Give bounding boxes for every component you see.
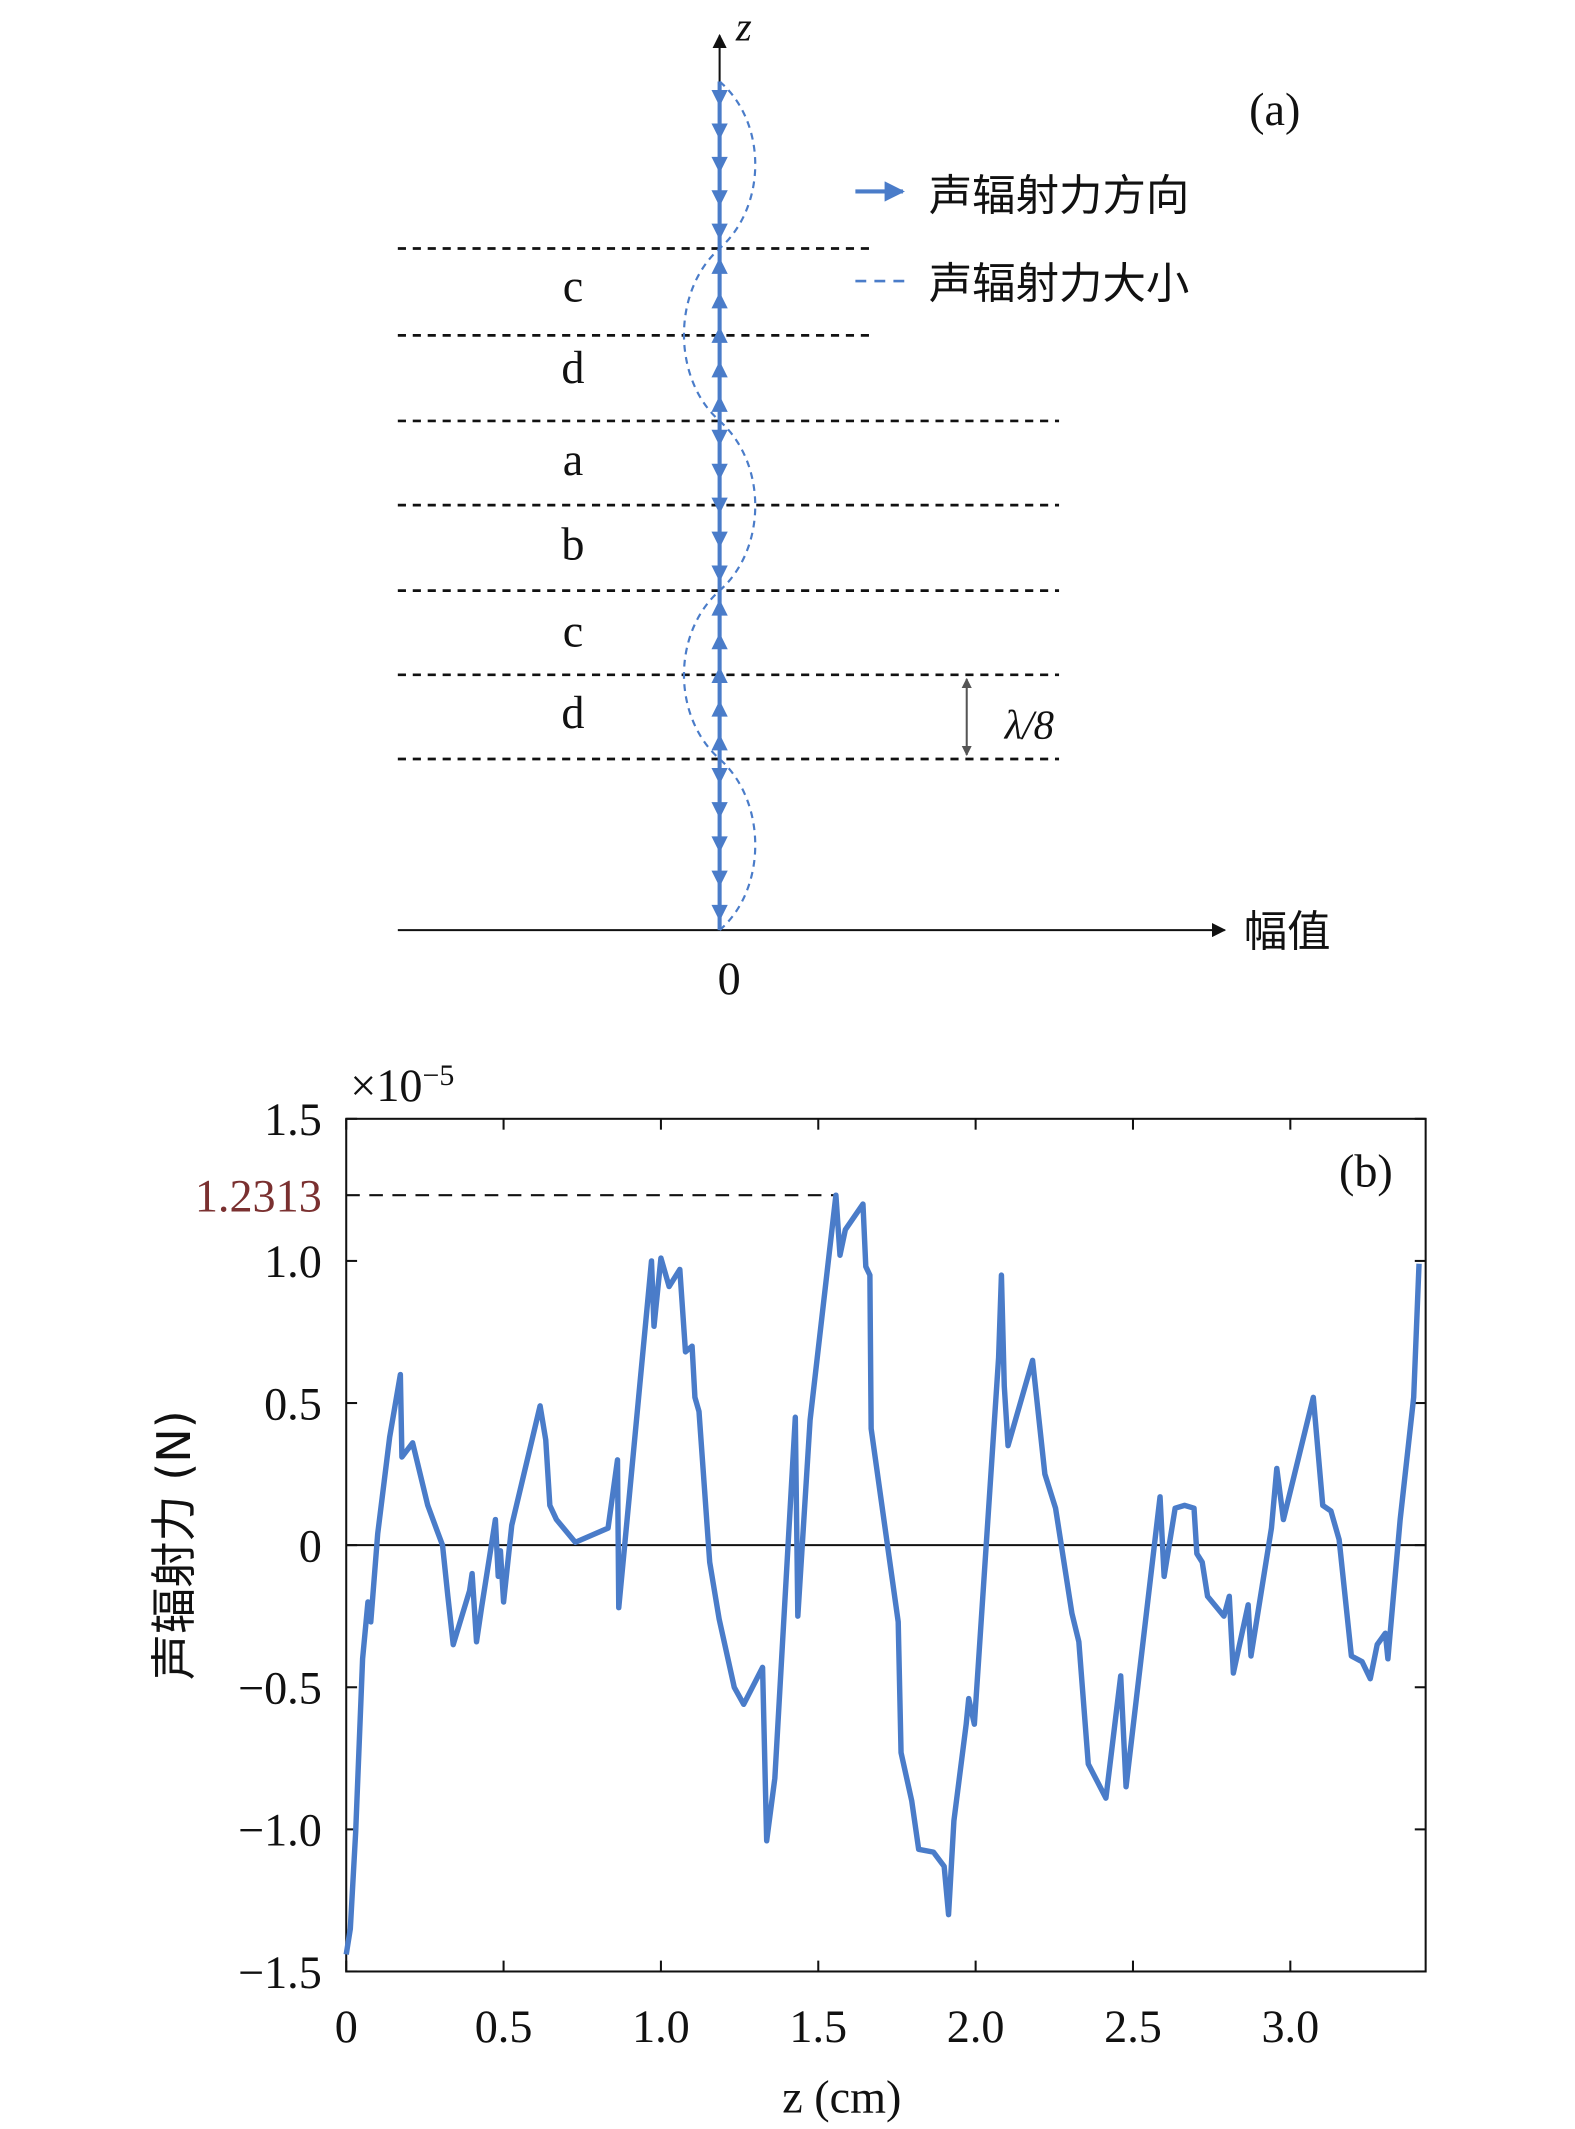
magnitude-curve xyxy=(683,80,757,931)
layer-label: d xyxy=(561,342,584,393)
direction-arrow xyxy=(711,497,728,514)
direction-arrow xyxy=(711,292,728,309)
panel-label: (a) xyxy=(1249,84,1300,135)
direction-arrow xyxy=(711,870,728,887)
direction-arrow xyxy=(711,599,728,616)
direction-arrow xyxy=(711,361,728,378)
direction-arrow xyxy=(711,429,728,447)
direction-arrow xyxy=(711,666,728,683)
direction-arrow xyxy=(711,836,728,853)
direction-arrows xyxy=(711,81,728,931)
y-tick-label: −0.5 xyxy=(238,1663,322,1714)
spacing-label: λ/8 xyxy=(1004,703,1054,748)
legend-label: 声辐射力方向 xyxy=(929,171,1190,221)
y-tick-label: 0.5 xyxy=(264,1378,322,1429)
multiplier-exponent: −5 xyxy=(422,1059,454,1092)
y-tick-label: 1.5 xyxy=(264,1094,322,1145)
z-label: z xyxy=(735,5,752,50)
direction-arrow xyxy=(711,395,728,412)
legend-label: 声辐射力大小 xyxy=(929,260,1190,310)
x-axis-label: z (cm) xyxy=(782,2072,901,2123)
direction-arrow xyxy=(711,326,728,343)
x-tick-label: 0.5 xyxy=(475,2001,533,2052)
diagram: c d a b c d λ/8 (a) 声辐射力方向 声辐射力大小 幅值 0 z xyxy=(397,5,1331,1004)
amplitude-label: 幅值 xyxy=(1244,907,1331,957)
x-tick-label: 0 xyxy=(335,2001,358,2052)
direction-arrow xyxy=(711,700,728,717)
direction-arrow xyxy=(711,257,728,274)
direction-arrow xyxy=(711,904,728,922)
chart: (b) ×10−5 z (cm) 声辐射力 (N) −1.5 −1.0 −0.5 0 0… xyxy=(147,1059,1427,2123)
direction-arrow xyxy=(711,531,728,548)
x-tick-label: 3.0 xyxy=(1261,2001,1319,2052)
direction-arrow xyxy=(711,565,728,582)
direction-arrow xyxy=(711,767,728,785)
x-tick-label: 1.0 xyxy=(632,2001,690,2052)
layer-label: a xyxy=(563,434,584,485)
direction-arrow xyxy=(711,734,728,751)
layer-label: c xyxy=(563,605,584,656)
y-tick-label: 1.0 xyxy=(264,1236,322,1287)
annotation-label: 1.2313 xyxy=(195,1170,322,1221)
y-tick-label: −1.0 xyxy=(238,1805,322,1856)
layer-label: d xyxy=(561,687,584,738)
direction-arrow xyxy=(711,463,728,480)
layer-label: b xyxy=(561,518,584,569)
direction-arrow xyxy=(711,633,728,650)
direction-arrow xyxy=(711,156,728,174)
data-line xyxy=(343,1192,1422,1955)
layer-label: c xyxy=(563,260,584,311)
multiplier-base: ×10 xyxy=(350,1060,422,1111)
y-tick-label: −1.5 xyxy=(238,1947,322,1998)
direction-arrow xyxy=(711,90,728,107)
x-tick-label: 2.5 xyxy=(1104,2001,1162,2052)
y-tick-label: 0 xyxy=(299,1520,322,1571)
direction-arrow xyxy=(711,802,728,819)
direction-arrow xyxy=(711,123,728,140)
direction-arrow xyxy=(711,223,728,240)
origin-label: 0 xyxy=(718,953,741,1004)
y-axis-label: 声辐射力 (N) xyxy=(147,1410,201,1680)
multiplier: ×10−5 xyxy=(350,1059,454,1111)
direction-arrow xyxy=(711,190,728,207)
layer-lines xyxy=(397,247,1060,761)
x-tick-label: 2.0 xyxy=(947,2001,1005,2052)
x-tick-label: 1.5 xyxy=(789,2001,847,2052)
panel-label: (b) xyxy=(1339,1146,1393,1197)
